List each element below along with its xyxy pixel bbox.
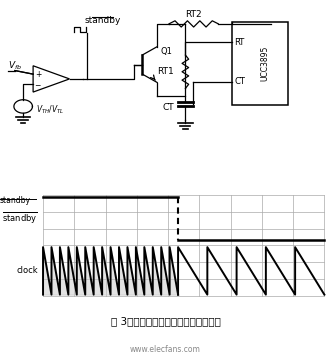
Text: UCC3895: UCC3895 <box>260 46 269 81</box>
Text: RT: RT <box>234 38 245 47</box>
Text: 图 3时钟频率突降实现电路和时钟波形: 图 3时钟频率突降实现电路和时钟波形 <box>111 316 220 326</box>
Text: $V_{fb}$: $V_{fb}$ <box>8 60 23 72</box>
Text: clock: clock <box>17 266 38 275</box>
Text: $-$: $-$ <box>34 79 42 88</box>
Text: RT2: RT2 <box>185 10 202 19</box>
Text: standby: standby <box>84 16 121 25</box>
Text: standby: standby <box>0 196 31 205</box>
Text: RT1: RT1 <box>157 67 174 76</box>
Text: www.elecfans.com: www.elecfans.com <box>130 345 201 355</box>
Text: CT: CT <box>234 77 245 86</box>
Bar <box>232 22 288 105</box>
Text: Q1: Q1 <box>161 47 172 56</box>
Text: $\overline{\mathrm{standby}}$: $\overline{\mathrm{standby}}$ <box>2 210 38 226</box>
Text: CT: CT <box>162 103 174 112</box>
Text: $V_{TH}/V_{TL}$: $V_{TH}/V_{TL}$ <box>36 104 64 116</box>
Text: +: + <box>35 70 41 79</box>
